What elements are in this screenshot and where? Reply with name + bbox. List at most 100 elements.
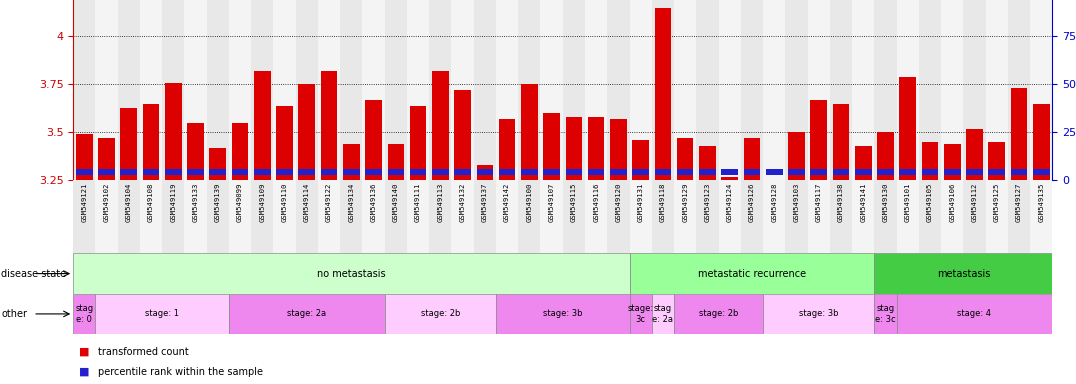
Bar	[229, 180, 251, 253]
Bar	[496, 180, 519, 253]
Bar	[1033, 104, 1049, 180]
Text: no metastasis: no metastasis	[317, 268, 385, 279]
Text: GSM549138: GSM549138	[838, 183, 844, 222]
Text: GSM549123: GSM549123	[705, 183, 710, 222]
Text: GSM549129: GSM549129	[682, 183, 689, 222]
Bar	[563, 180, 585, 253]
Bar	[254, 169, 271, 175]
Bar	[473, 180, 496, 253]
Bar	[763, 0, 785, 180]
Bar	[499, 169, 515, 175]
Bar	[610, 169, 626, 175]
Text: GSM549117: GSM549117	[816, 183, 822, 222]
Text: GSM549132: GSM549132	[459, 183, 466, 222]
Bar	[187, 169, 204, 175]
Bar	[385, 294, 496, 334]
Bar	[585, 180, 607, 253]
Bar	[273, 180, 296, 253]
Bar	[833, 169, 849, 175]
Bar	[966, 169, 982, 175]
Bar	[744, 138, 761, 180]
Bar	[143, 169, 159, 175]
Bar	[76, 134, 93, 180]
Bar	[633, 140, 649, 180]
Text: GSM549125: GSM549125	[994, 183, 1000, 222]
Text: metastasis: metastasis	[936, 268, 990, 279]
Bar	[207, 180, 229, 253]
Bar	[140, 0, 162, 180]
Bar	[766, 169, 782, 175]
Text: percentile rank within the sample: percentile rank within the sample	[98, 366, 263, 377]
Bar	[942, 180, 963, 253]
Text: disease state: disease state	[1, 268, 67, 279]
Bar	[477, 165, 493, 180]
Bar	[165, 169, 182, 175]
Bar	[989, 169, 1005, 175]
Text: GSM549107: GSM549107	[549, 183, 554, 222]
Bar	[296, 0, 318, 180]
Bar	[298, 84, 315, 180]
Bar	[1008, 180, 1030, 253]
Bar	[165, 83, 182, 180]
Bar	[1030, 0, 1052, 180]
Bar	[162, 180, 184, 253]
Bar	[496, 0, 519, 180]
Text: GSM549106: GSM549106	[949, 183, 955, 222]
Text: GSM549118: GSM549118	[660, 183, 666, 222]
Bar	[763, 180, 785, 253]
Bar	[121, 108, 137, 180]
Bar	[117, 0, 140, 180]
Bar	[875, 253, 1052, 294]
Bar	[431, 169, 449, 175]
Text: GSM549113: GSM549113	[437, 183, 443, 222]
Bar	[318, 0, 340, 180]
Text: GSM549137: GSM549137	[482, 183, 487, 222]
Bar	[919, 180, 942, 253]
Bar	[740, 0, 763, 180]
Bar	[143, 104, 159, 180]
Bar	[162, 0, 184, 180]
Text: GSM549115: GSM549115	[571, 183, 577, 222]
Text: ■: ■	[79, 346, 89, 357]
Bar	[677, 138, 694, 180]
Bar	[496, 294, 629, 334]
Bar	[875, 180, 896, 253]
Bar	[431, 71, 449, 180]
Bar	[830, 0, 852, 180]
Bar	[473, 0, 496, 180]
Bar	[365, 169, 382, 175]
Text: GSM549104: GSM549104	[126, 183, 131, 222]
Bar	[343, 144, 359, 180]
Bar	[963, 180, 986, 253]
Text: stage: 2b: stage: 2b	[698, 310, 738, 318]
Text: stage: 4: stage: 4	[958, 310, 991, 318]
Bar	[944, 169, 961, 175]
Bar	[721, 169, 738, 175]
Bar	[566, 169, 582, 175]
Bar	[896, 180, 919, 253]
Bar	[410, 106, 426, 180]
Bar	[407, 180, 429, 253]
Bar	[607, 180, 629, 253]
Text: GSM549133: GSM549133	[193, 183, 199, 222]
Bar	[810, 169, 827, 175]
Bar	[1008, 0, 1030, 180]
Bar	[1010, 88, 1028, 180]
Bar	[986, 180, 1008, 253]
Text: GSM549130: GSM549130	[882, 183, 889, 222]
Bar	[121, 169, 137, 175]
Text: stag
e: 2a: stag e: 2a	[652, 304, 674, 324]
Text: GSM549103: GSM549103	[793, 183, 799, 222]
Bar	[986, 0, 1008, 180]
Bar	[210, 169, 226, 175]
Text: GSM549135: GSM549135	[1038, 183, 1044, 222]
Text: GSM549108: GSM549108	[148, 183, 154, 222]
Text: GSM549126: GSM549126	[749, 183, 755, 222]
Bar	[76, 169, 93, 175]
Bar	[543, 169, 560, 175]
Bar	[900, 169, 916, 175]
Bar	[1030, 180, 1052, 253]
Bar	[607, 0, 629, 180]
Text: stage: 2a: stage: 2a	[287, 310, 326, 318]
Bar	[807, 180, 830, 253]
